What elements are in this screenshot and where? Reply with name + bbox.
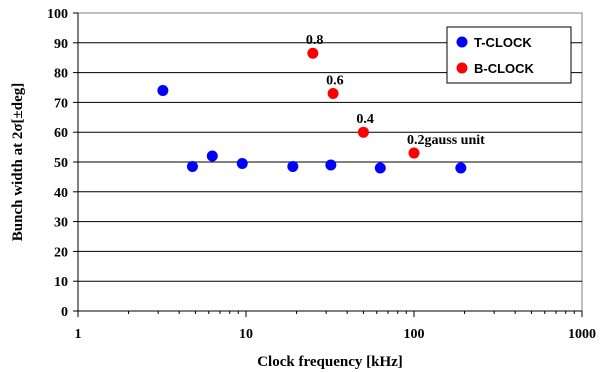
data-point-b-clock <box>408 147 420 159</box>
data-point-t-clock <box>325 159 337 171</box>
data-point-t-clock <box>374 162 386 174</box>
legend-label-t-clock: T-CLOCK <box>474 35 532 50</box>
data-point-b-clock <box>357 126 369 138</box>
x-tick-label: 1000 <box>568 327 596 342</box>
legend-label-b-clock: B-CLOCK <box>474 61 535 76</box>
y-tick-label: 30 <box>54 216 68 231</box>
data-point-b-clock <box>327 87 339 99</box>
x-tick-label: 1 <box>75 327 82 342</box>
y-tick-label: 40 <box>54 186 68 201</box>
data-point-t-clock <box>236 157 248 169</box>
annotations: 0.8 0.6 0.4 0.2gauss unit <box>306 33 485 148</box>
y-tick-label: 70 <box>54 96 68 111</box>
data-point-t-clock <box>455 162 467 174</box>
x-tick-label: 100 <box>404 327 425 342</box>
legend-marker-t-clock <box>456 36 468 48</box>
x-tick-labels: 1 10 100 1000 <box>75 327 597 342</box>
annotation-label: 0.6 <box>326 73 344 88</box>
y-tick-label: 0 <box>61 305 68 320</box>
y-tick-label: 100 <box>47 7 68 22</box>
axes <box>73 12 583 317</box>
x-axis-title: Clock frequency [kHz] <box>257 354 403 370</box>
annotation-label: 0.4 <box>356 112 374 127</box>
data-point-t-clock <box>206 150 218 162</box>
y-tick-label: 90 <box>54 37 68 52</box>
y-tick-label: 60 <box>54 126 68 141</box>
annotation-label: 0.8 <box>306 33 324 48</box>
data-point-b-clock <box>307 47 319 59</box>
y-tick-label: 20 <box>54 245 68 260</box>
data-point-t-clock <box>157 84 169 96</box>
data-points <box>157 47 467 174</box>
annotation-label: 0.2gauss unit <box>407 133 485 148</box>
y-tick-labels: 0 10 20 30 40 50 60 70 80 90 100 <box>47 7 68 320</box>
x-tick-label: 10 <box>239 327 253 342</box>
data-point-t-clock <box>287 160 299 172</box>
y-tick-label: 80 <box>54 67 68 82</box>
legend-marker-b-clock <box>456 62 468 74</box>
legend-box <box>446 26 572 84</box>
data-point-t-clock <box>186 160 198 172</box>
y-axis-title: Bunch width at 2σ[±deg] <box>10 83 26 242</box>
legend: T-CLOCK B-CLOCK <box>446 26 572 84</box>
y-tick-label: 50 <box>54 156 68 171</box>
y-tick-label: 10 <box>54 275 68 290</box>
